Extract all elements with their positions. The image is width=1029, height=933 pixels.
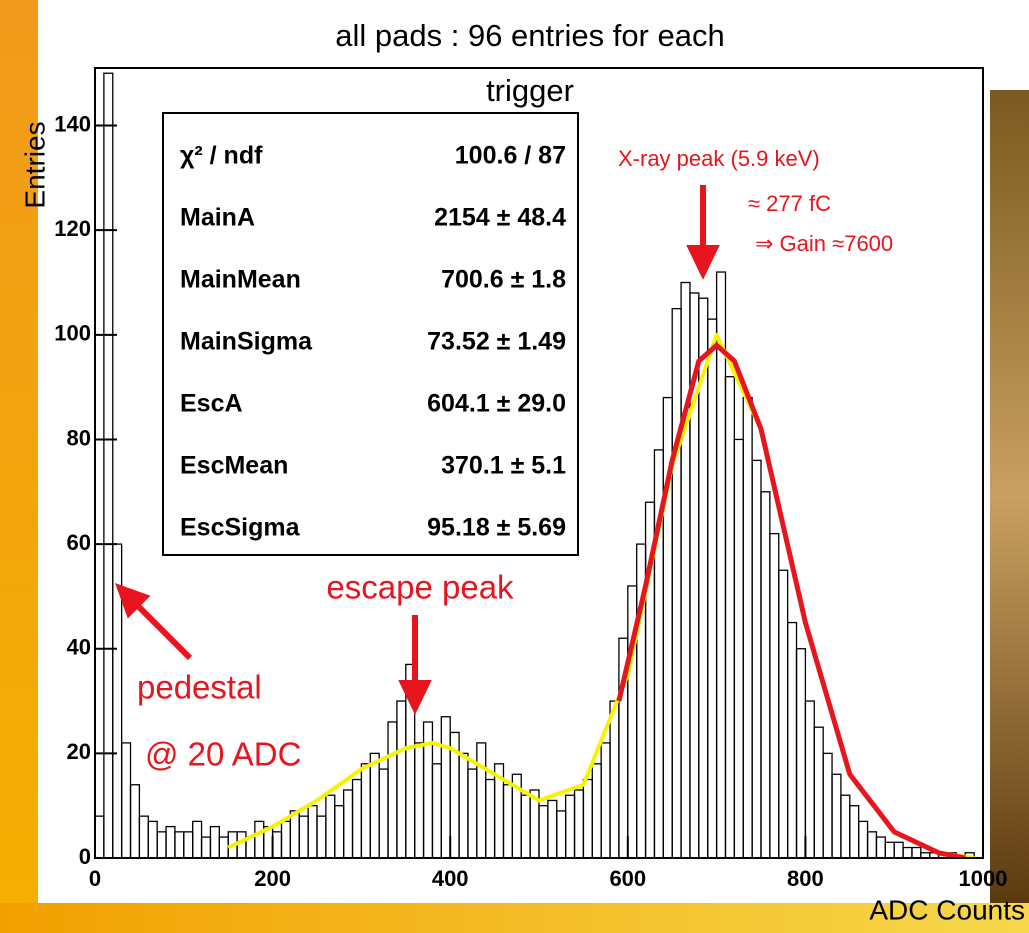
y-tick-label: 80	[67, 425, 91, 450]
stat-name: EscSigma	[180, 514, 301, 542]
annotation: escape peak	[326, 569, 514, 606]
annotation: @ 20 ADC	[145, 736, 301, 773]
x-tick-label: 1000	[959, 866, 1008, 891]
stat-name: MainSigma	[180, 328, 313, 356]
chart-title: all pads : 96 entries for each trigger	[305, 8, 755, 118]
x-tick-label: 200	[254, 866, 291, 891]
y-axis-label: Entries	[19, 121, 50, 208]
stat-value: 370.1 ± 5.1	[441, 452, 566, 480]
x-axis-label: ADC Counts	[869, 894, 1025, 925]
stat-value: 700.6 ± 1.8	[441, 266, 566, 294]
page: 0 200 400 600 800 1000 0 20 40 60 80 100 120 140 Entr…	[0, 0, 1029, 933]
x-tick-label: 800	[787, 866, 824, 891]
stat-name: MainA	[180, 204, 255, 232]
x-tick-label: 600	[609, 866, 646, 891]
x-tick-label: 400	[432, 866, 469, 891]
stat-value: 95.18 ± 5.69	[427, 514, 566, 542]
y-tick-label: 100	[54, 321, 91, 346]
annotation: X-ray peak (5.9 keV)	[618, 146, 820, 171]
stat-value: 2154 ± 48.4	[434, 204, 566, 232]
stat-value: 73.52 ± 1.49	[427, 328, 566, 356]
stat-name: EscMean	[180, 452, 288, 480]
y-tick-label: 60	[67, 530, 91, 555]
annotation: ⇒ Gain ≈7600	[755, 231, 893, 256]
annotation: ≈ 277 fC	[748, 191, 831, 216]
x-tick-label: 0	[89, 866, 101, 891]
annotation: pedestal	[137, 669, 262, 706]
stat-value: 100.6 / 87	[455, 142, 566, 170]
y-tick-label: 40	[67, 635, 91, 660]
stat-name: MainMean	[180, 266, 301, 294]
y-tick-label: 120	[54, 216, 91, 241]
y-tick-label: 0	[79, 844, 91, 869]
chart: 0 200 400 600 800 1000 0 20 40 60 80 100 120 140 Entr…	[0, 0, 1029, 933]
stat-name: EscA	[180, 390, 243, 418]
y-tick-label: 140	[54, 111, 91, 136]
y-tick-label: 20	[67, 739, 91, 764]
stat-name: χ² / ndf	[180, 142, 263, 170]
stat-value: 604.1 ± 29.0	[427, 390, 566, 418]
